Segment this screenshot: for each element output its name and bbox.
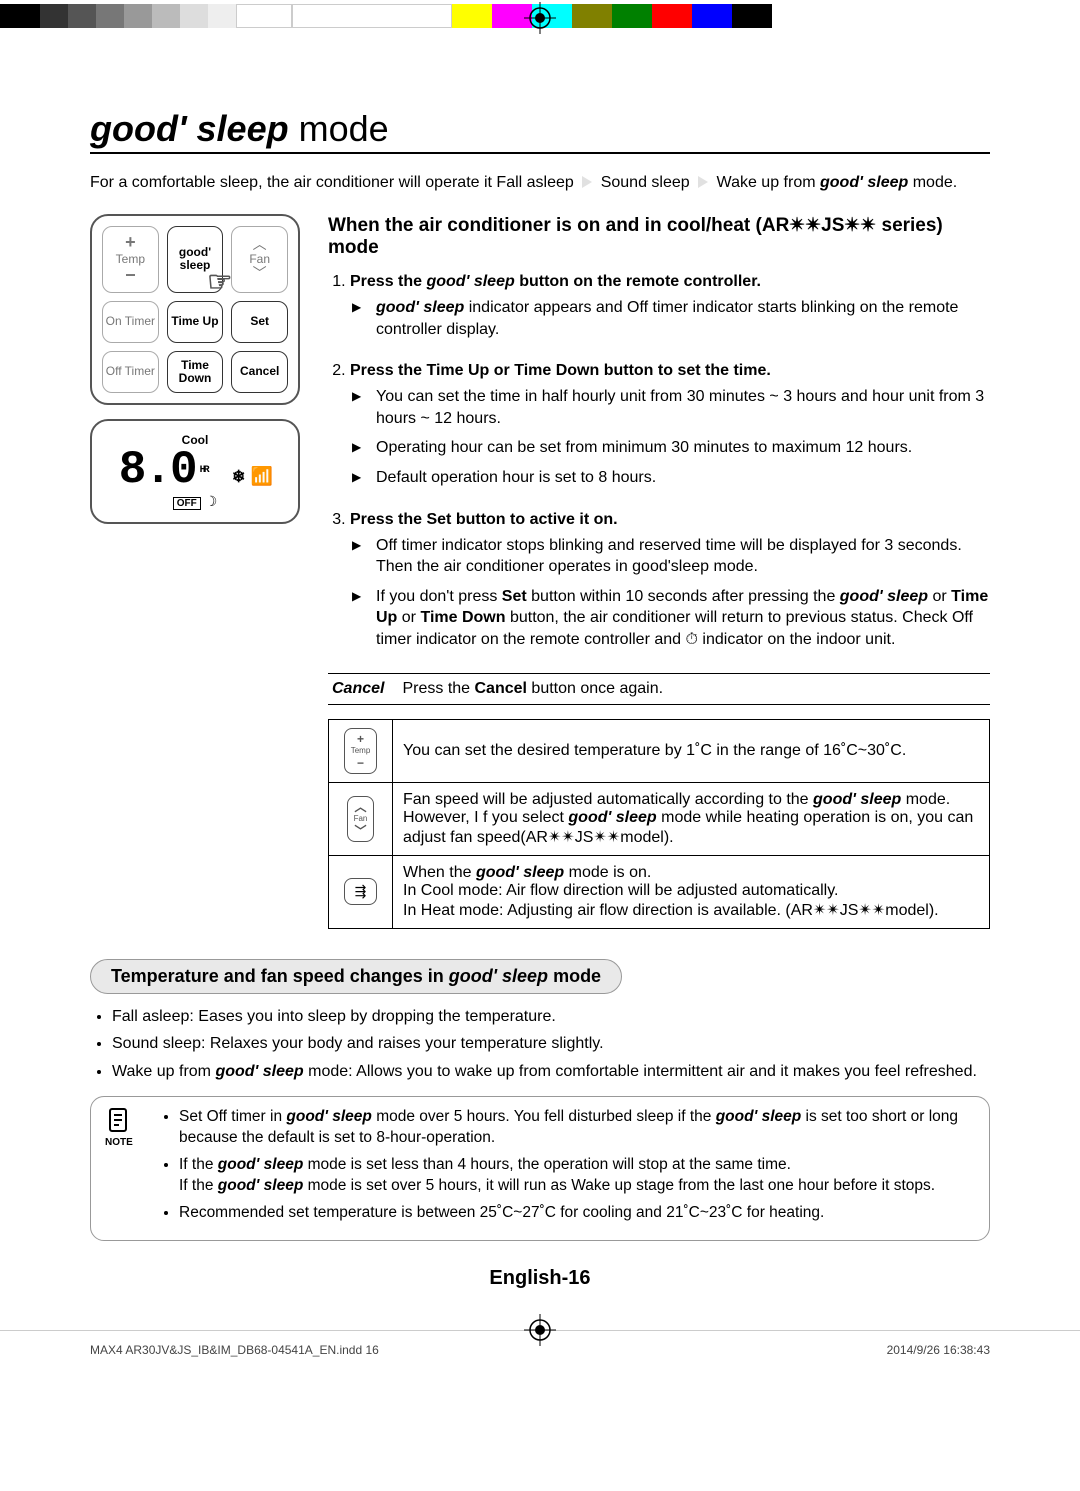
page-title: good' sleep mode: [90, 108, 990, 154]
remote-time-down-button: Time Down: [167, 351, 224, 393]
remote-on-timer-button: On Timer: [102, 301, 159, 343]
display-hours: 8.0HR ❄ 📶: [104, 447, 286, 493]
intro-text: For a comfortable sleep, the air conditi…: [90, 174, 990, 192]
page-number: English-16: [90, 1267, 990, 1290]
sub-heading: When the air conditioner is on and in co…: [328, 214, 990, 259]
registration-mark-bottom: [524, 1314, 556, 1346]
changes-list: Fall asleep: Eases you into sleep by dro…: [90, 1006, 990, 1083]
remote-fan-button: ︿Fan﹀: [231, 226, 288, 293]
table-text-swing: When the good' sleep mode is on. In Cool…: [393, 855, 990, 928]
table-icon-fan: ︿Fan﹀: [329, 782, 393, 855]
step-1: Press the good' sleep button on the remo…: [350, 273, 990, 340]
remote-illustration: +Temp− good' sleep ︿Fan﹀ On Timer Time U…: [90, 214, 300, 524]
remote-temp-button: +Temp−: [102, 226, 159, 293]
remote-off-timer-button: Off Timer: [102, 351, 159, 393]
title-goodsleep: good' sleep: [90, 108, 289, 149]
footer-timestamp: 2014/9/26 16:38:43: [887, 1343, 990, 1357]
note-box: NOTE Set Off timer in good' sleep mode o…: [90, 1096, 990, 1241]
table-text-fan: Fan speed will be adjusted automatically…: [393, 782, 990, 855]
step-3: Press the Set button to active it on. Of…: [350, 511, 990, 651]
remote-set-button: Set: [231, 301, 288, 343]
remote-time-up-button: Time Up: [167, 301, 224, 343]
remote-cancel-button: Cancel: [231, 351, 288, 393]
section-heading-changes: Temperature and fan speed changes in goo…: [90, 959, 622, 994]
title-mode: mode: [289, 108, 389, 149]
cancel-label: Cancel: [332, 680, 384, 698]
step-2: Press the Time Up or Time Down button to…: [350, 362, 990, 488]
cancel-row: Cancel Press the Cancel button once agai…: [328, 673, 990, 705]
remote-display: Cool 8.0HR ❄ 📶 OFF☽: [90, 419, 300, 524]
note-icon: NOTE: [105, 1107, 133, 1148]
table-icon-swing: ⇶: [329, 855, 393, 928]
table-icon-temp: +Temp−: [329, 719, 393, 782]
remote-goodsleep-button: good' sleep: [167, 226, 224, 293]
table-text-temp: You can set the desired temperature by 1…: [393, 719, 990, 782]
settings-table: +Temp− You can set the desired temperatu…: [328, 719, 990, 929]
footer-filename: MAX4 AR30JV&JS_IB&IM_DB68-04541A_EN.indd…: [90, 1343, 379, 1357]
